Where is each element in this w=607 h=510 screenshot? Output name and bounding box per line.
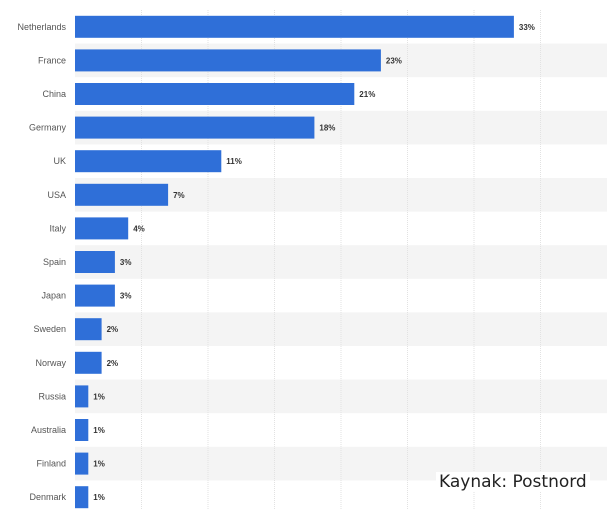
bar	[75, 15, 514, 38]
bar	[75, 385, 89, 408]
bar	[75, 351, 102, 374]
category-label: Spain	[43, 257, 66, 267]
source-note: Kaynak: Postnord	[436, 472, 590, 492]
value-label: 2%	[107, 325, 119, 334]
bar	[75, 150, 222, 173]
bar	[75, 83, 355, 105]
bar	[75, 318, 102, 341]
category-label: UK	[53, 156, 66, 166]
category-label: Finland	[36, 459, 66, 469]
category-label: USA	[47, 190, 66, 200]
value-label: 7%	[173, 191, 185, 200]
bar	[75, 284, 115, 307]
value-label: 11%	[226, 157, 242, 166]
value-label: 1%	[93, 493, 105, 502]
value-label: 4%	[133, 224, 145, 233]
bar	[75, 486, 89, 509]
value-label: 33%	[519, 23, 535, 32]
category-label: China	[42, 89, 66, 99]
value-label: 21%	[359, 90, 375, 99]
value-labels: 33% 23% 21% 18% 11% 7% 4% 3% 3% 2% 2% 1% 1% 1% 1%	[93, 23, 535, 502]
bar	[75, 49, 381, 72]
category-label: Australia	[31, 425, 66, 435]
value-label: 23%	[386, 56, 402, 65]
category-label: Japan	[41, 291, 66, 301]
value-label: 18%	[319, 124, 335, 133]
category-labels: Netherlands France China Germany UK USA Italy S…	[17, 22, 66, 502]
bar	[75, 183, 169, 206]
bars	[75, 15, 514, 509]
gridlines	[141, 10, 541, 510]
bar	[75, 217, 129, 240]
value-label: 1%	[93, 392, 105, 401]
category-label: France	[38, 55, 66, 65]
category-label: Norway	[35, 358, 66, 368]
bar	[75, 116, 315, 139]
bar	[75, 251, 115, 273]
value-label: 1%	[93, 460, 105, 469]
category-label: Denmark	[29, 492, 66, 502]
category-label: Netherlands	[17, 22, 66, 32]
bar	[75, 452, 89, 475]
value-label: 1%	[93, 426, 105, 435]
bar	[75, 419, 89, 441]
value-label: 3%	[120, 292, 132, 301]
value-label: 2%	[107, 359, 119, 368]
category-label: Germany	[29, 123, 67, 133]
category-label: Italy	[49, 223, 66, 233]
category-label: Sweden	[33, 324, 66, 334]
category-label: Russia	[38, 391, 66, 401]
value-label: 3%	[120, 258, 132, 267]
